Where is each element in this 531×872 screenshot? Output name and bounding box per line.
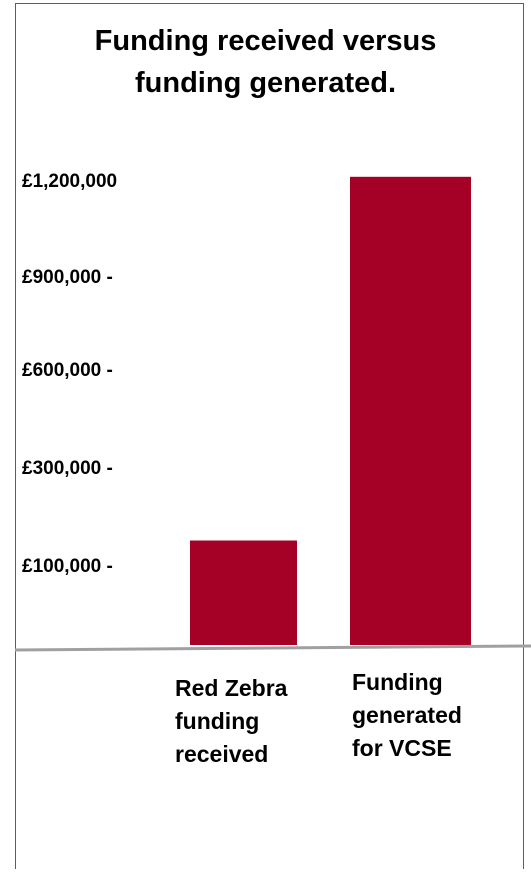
chart-title: Funding received versus funding generate…: [94, 25, 437, 99]
x-tick-label-line: funding: [175, 708, 260, 734]
bars: [190, 176, 471, 646]
x-tick-label-line: received: [175, 741, 269, 767]
x-tick-label: Red Zebra funding received: [175, 672, 287, 771]
x-tick-label-line: for VCSE: [352, 735, 452, 761]
y-tick-label: £100,000 -: [22, 556, 113, 577]
y-tick-label: £900,000 -: [22, 267, 113, 288]
y-axis-ticks: £1,200,000 £900,000 - £600,000 - £300,000 -…: [22, 171, 117, 577]
y-tick-label: £300,000 -: [22, 458, 113, 479]
x-tick-label-line: Red Zebra: [175, 675, 288, 701]
x-tick-label-line: Funding: [352, 669, 443, 695]
x-tick-label: Funding generated for VCSE: [352, 666, 462, 765]
y-tick-label: £600,000 -: [22, 360, 113, 381]
x-tick-label-line: generated: [352, 702, 462, 728]
bar: [350, 176, 471, 646]
x-axis-line: [14, 644, 531, 652]
y-tick-label: £1,200,000: [22, 171, 117, 192]
bar: [190, 540, 297, 645]
